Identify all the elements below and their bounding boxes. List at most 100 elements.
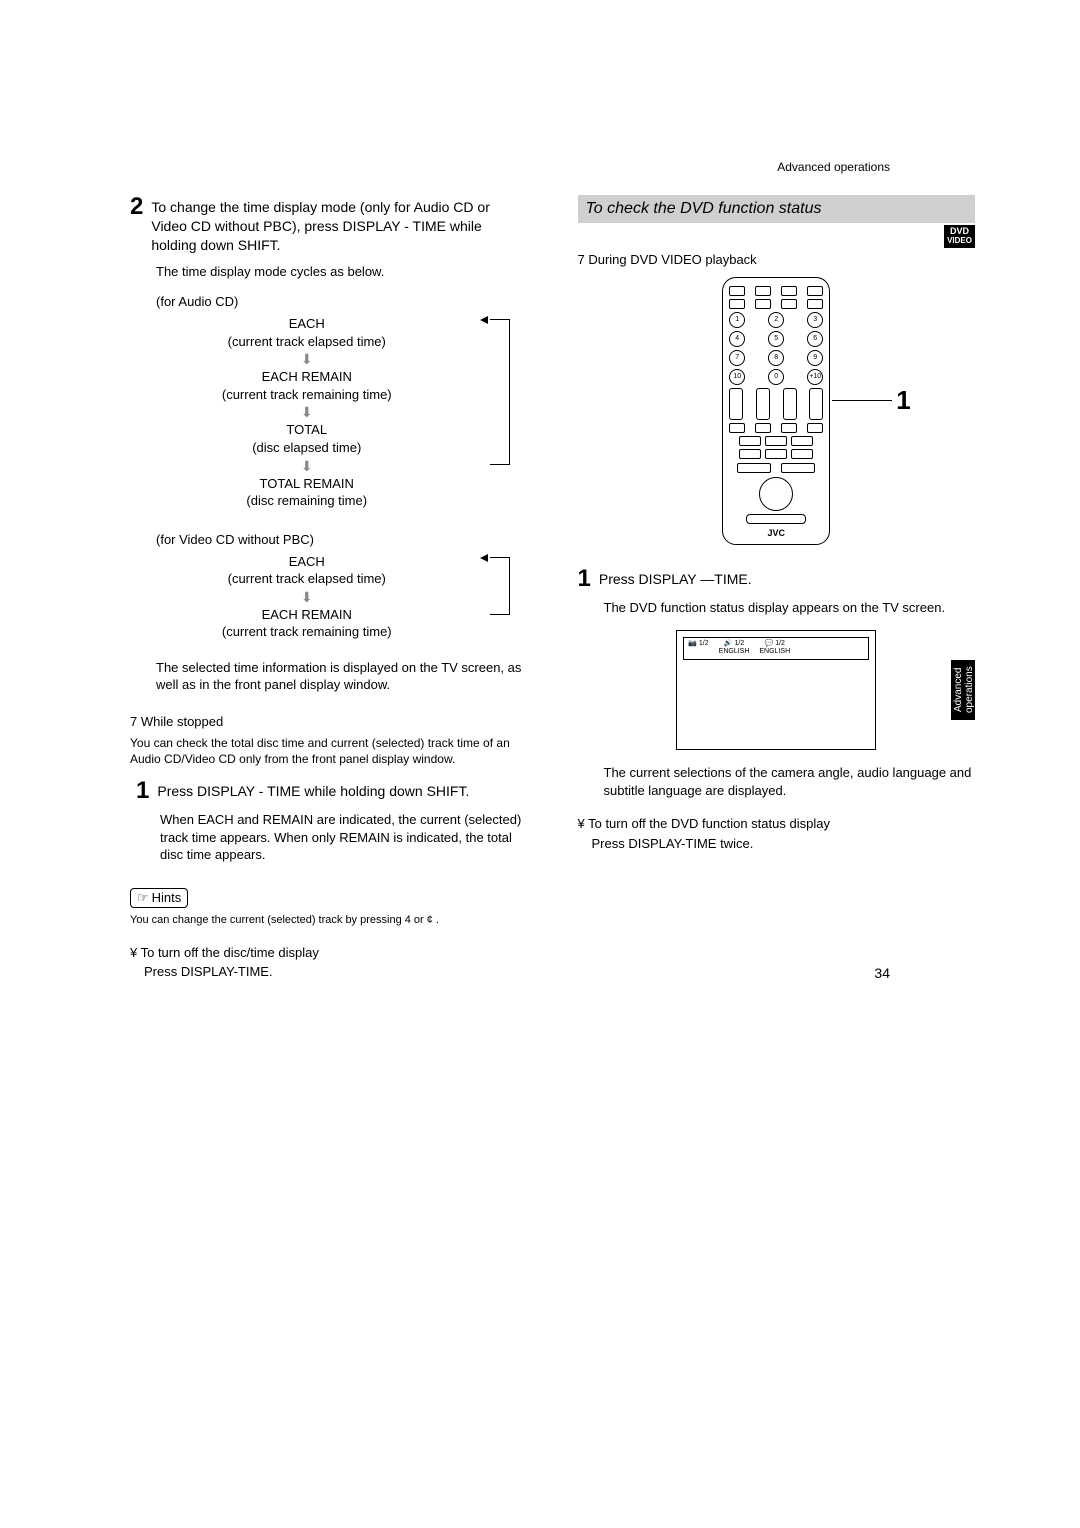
remote-btn: 1 [729,312,745,328]
cycle-mode-desc: (current track remaining time) [130,623,484,641]
step-1-right-sub: The DVD function status display appears … [604,599,976,617]
step-1-right: 1 Press DISPLAY —TIME. [578,567,976,591]
remote-btn [755,299,771,309]
remote-btn [781,299,797,309]
remote-btn [729,299,745,309]
status-cell: 🔊 1/2ENGLISH [719,640,750,657]
remote-logo: JVC [729,528,823,538]
remote-btn: 8 [768,350,784,366]
down-arrow-icon: ⬇ [130,590,484,604]
header-section: Advanced operations [777,160,890,174]
turn-off-body-left: Press DISPLAY-TIME. [144,963,528,981]
remote-illustration-wrap: 1 2 3 4 5 6 7 8 9 10 0 +10 JVC 1 [578,277,976,545]
remote-illustration: 1 2 3 4 5 6 7 8 9 10 0 +10 JVC [722,277,830,545]
audio-cd-label: (for Audio CD) [156,294,528,309]
cycle-mode-title: EACH [130,553,484,571]
status-cell: 💬 1/2ENGLISH [759,640,790,657]
after-status-text: The current selections of the camera ang… [604,764,976,799]
remote-btn [756,388,770,420]
down-arrow-icon: ⬇ [130,405,484,419]
section-title: To check the DVD function status [578,195,976,223]
turn-off-title-right: ¥ To turn off the DVD function status di… [578,815,976,833]
video-cd-label: (for Video CD without PBC) [156,532,528,547]
remote-btn [765,449,787,459]
cycle-mode-desc: (current track elapsed time) [130,570,484,588]
cycle-mode-desc: (current track remaining time) [130,386,484,404]
remote-btn [781,286,797,296]
audio-cycle-diagram: EACH(current track elapsed time)⬇EACH RE… [130,315,528,509]
remote-btn: 7 [729,350,745,366]
page: Advanced operations 2 To change the time… [0,0,1080,1021]
remote-btn: 9 [807,350,823,366]
remote-btn [807,299,823,309]
side-tab: Advanced operations [951,660,975,720]
down-arrow-icon: ⬇ [130,459,484,473]
status-row: 📷 1/2 🔊 1/2ENGLISH 💬 1/2ENGLISH [683,637,869,660]
during-playback-label: 7 During DVD VIDEO playback [578,251,976,269]
cycle-mode-title: EACH REMAIN [130,606,484,624]
cycle-mode-desc: (current track elapsed time) [130,333,484,351]
remote-btn [791,449,813,459]
status-cell: 📷 1/2 [688,640,708,657]
remote-btn: +10 [807,369,823,385]
callout-number: 1 [896,385,910,416]
remote-btn [755,423,771,433]
remote-btn [729,388,743,420]
remote-btn [807,286,823,296]
remote-btn [737,463,771,473]
remote-btn: 0 [768,369,784,385]
dvd-video-badge: DVD VIDEO [944,225,975,248]
while-stopped-body: You can check the total disc time and cu… [130,735,528,767]
step-text: Press DISPLAY —TIME. [599,567,752,589]
remote-btn [781,463,815,473]
cycle-return-arrow [490,319,510,465]
right-column: To check the DVD function status DVD VID… [578,195,976,981]
cycle-mode-desc: (disc elapsed time) [130,439,484,457]
remote-btn: 4 [729,331,745,347]
left-column: 2 To change the time display mode (only … [130,195,528,981]
step-2-sub: The time display mode cycles as below. [156,263,528,281]
remote-btn: 10 [729,369,745,385]
tv-status-screen: 📷 1/2 🔊 1/2ENGLISH 💬 1/2ENGLISH [676,630,876,750]
hints-body: You can change the current (selected) tr… [130,913,528,928]
step-1-left: 1 Press DISPLAY - TIME while holding dow… [136,779,528,803]
remote-btn: 2 [768,312,784,328]
after-cycle-text: The selected time information is display… [156,659,528,694]
remote-btn [739,449,761,459]
callout-line [832,400,892,401]
remote-btn: 6 [807,331,823,347]
step-text: To change the time display mode (only fo… [151,195,527,255]
remote-btn [739,436,761,446]
step-number: 1 [136,779,149,803]
remote-btn [765,436,787,446]
step-text: Press DISPLAY - TIME while holding down … [157,779,469,801]
turn-off-body-right: Press DISPLAY-TIME twice. [592,835,976,853]
remote-btn: 3 [807,312,823,328]
remote-btn [807,423,823,433]
cycle-mode-title: TOTAL [130,421,484,439]
down-arrow-icon: ⬇ [130,352,484,366]
remote-btn [746,514,806,524]
cycle-mode-title: EACH REMAIN [130,368,484,386]
remote-btn [755,286,771,296]
cycle-mode-title: EACH [130,315,484,333]
cycle-mode-desc: (disc remaining time) [130,492,484,510]
badge-bot: VIDEO [947,237,972,246]
remote-btn [809,388,823,420]
remote-dpad [759,477,793,511]
step-1-left-sub: When EACH and REMAIN are indicated, the … [160,811,528,864]
remote-btn [783,388,797,420]
remote-callout: 1 [832,385,910,416]
remote-btn [729,423,745,433]
step-number: 1 [578,567,591,591]
remote-btn [791,436,813,446]
remote-btn: 5 [768,331,784,347]
remote-btn [781,423,797,433]
remote-btn [729,286,745,296]
step-number: 2 [130,195,143,219]
two-column-layout: 2 To change the time display mode (only … [130,195,975,981]
video-cycle-diagram: EACH(current track elapsed time) ⬇ EACH RE… [130,553,528,641]
cycle-return-arrow [490,557,510,615]
cycle-mode-title: TOTAL REMAIN [130,475,484,493]
while-stopped-label: 7 While stopped [130,714,528,729]
